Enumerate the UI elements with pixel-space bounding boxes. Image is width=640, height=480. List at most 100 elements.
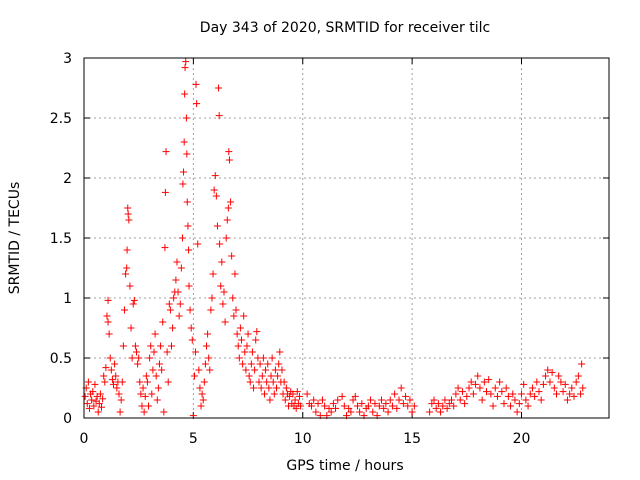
data-point	[410, 402, 418, 410]
data-point	[386, 396, 394, 404]
data-point	[578, 360, 586, 368]
data-point	[353, 402, 361, 410]
data-point	[130, 296, 138, 304]
data-point	[293, 388, 301, 396]
data-point	[94, 408, 102, 416]
data-point	[198, 390, 206, 398]
data-point	[461, 400, 469, 408]
data-point	[83, 400, 91, 408]
plot-frame	[83, 57, 610, 419]
data-point	[496, 378, 504, 386]
data-point	[267, 372, 275, 380]
data-point	[502, 384, 510, 392]
data-point	[441, 396, 449, 404]
data-point	[184, 222, 192, 230]
data-point	[297, 402, 305, 410]
data-point	[174, 288, 182, 296]
data-point	[158, 366, 166, 374]
data-point	[491, 384, 499, 392]
data-point	[141, 392, 149, 400]
data-point	[364, 402, 372, 410]
data-point	[428, 400, 436, 408]
y-tick-label: 1.5	[50, 231, 72, 247]
data-point	[220, 288, 228, 296]
data-point	[522, 396, 530, 404]
data-point	[426, 408, 434, 416]
data-point	[96, 390, 104, 398]
data-point	[222, 234, 230, 242]
data-point	[240, 312, 248, 320]
data-point	[404, 402, 412, 410]
data-point	[375, 402, 383, 410]
data-point	[247, 360, 255, 368]
data-point	[251, 366, 259, 374]
data-point	[544, 366, 552, 374]
y-tick-label: 0	[63, 411, 72, 427]
data-point	[218, 258, 226, 266]
data-point	[217, 282, 225, 290]
data-point	[105, 330, 113, 338]
data-point	[229, 294, 237, 302]
data-point	[145, 402, 153, 410]
data-point	[325, 404, 333, 412]
data-point	[291, 396, 299, 404]
data-point	[118, 378, 126, 386]
data-point	[520, 380, 528, 388]
data-point	[164, 378, 172, 386]
data-point	[227, 198, 235, 206]
data-point	[347, 408, 355, 416]
data-point	[225, 156, 233, 164]
data-point	[388, 402, 396, 410]
data-point	[89, 388, 97, 396]
data-point	[524, 402, 532, 410]
data-point	[465, 384, 473, 392]
data-point	[561, 380, 569, 388]
data-point	[579, 384, 587, 392]
data-point	[256, 360, 264, 368]
data-point	[101, 378, 109, 386]
data-point	[303, 390, 311, 398]
data-point	[190, 372, 198, 380]
data-point	[179, 180, 187, 188]
data-point	[245, 372, 253, 380]
data-point	[266, 396, 274, 404]
data-point	[239, 360, 247, 368]
data-point	[84, 378, 92, 386]
data-point	[566, 390, 574, 398]
data-point	[467, 378, 475, 386]
data-point	[119, 342, 127, 350]
data-point	[95, 400, 103, 408]
data-point	[498, 388, 506, 396]
data-point	[162, 148, 170, 156]
data-point	[197, 402, 205, 410]
x-axis-label: GPS time / hours	[286, 458, 403, 474]
data-point	[250, 384, 258, 392]
data-point	[100, 372, 108, 380]
data-point	[204, 330, 212, 338]
data-point	[212, 192, 220, 200]
chart-title: Day 343 of 2020, SRMTID for receiver til…	[200, 20, 490, 36]
data-point	[408, 408, 416, 416]
data-point	[122, 270, 130, 278]
data-point	[483, 388, 490, 396]
data-point	[265, 384, 273, 392]
data-point	[340, 402, 348, 410]
data-point	[572, 378, 580, 386]
x-tick-label: 0	[80, 431, 89, 447]
y-axis-label: SRMTID / TECUs	[7, 182, 23, 295]
x-tick-label: 5	[189, 431, 198, 447]
x-tick-label: 10	[294, 431, 312, 447]
data-point	[253, 328, 261, 336]
data-point	[513, 408, 521, 416]
data-point	[133, 348, 140, 356]
data-point	[338, 392, 346, 400]
data-point	[269, 378, 277, 386]
data-point	[201, 360, 209, 368]
data-point	[533, 378, 541, 386]
data-point	[135, 354, 143, 362]
data-point	[480, 378, 488, 386]
data-point	[234, 342, 242, 350]
data-point	[182, 114, 190, 122]
data-point	[131, 342, 139, 350]
